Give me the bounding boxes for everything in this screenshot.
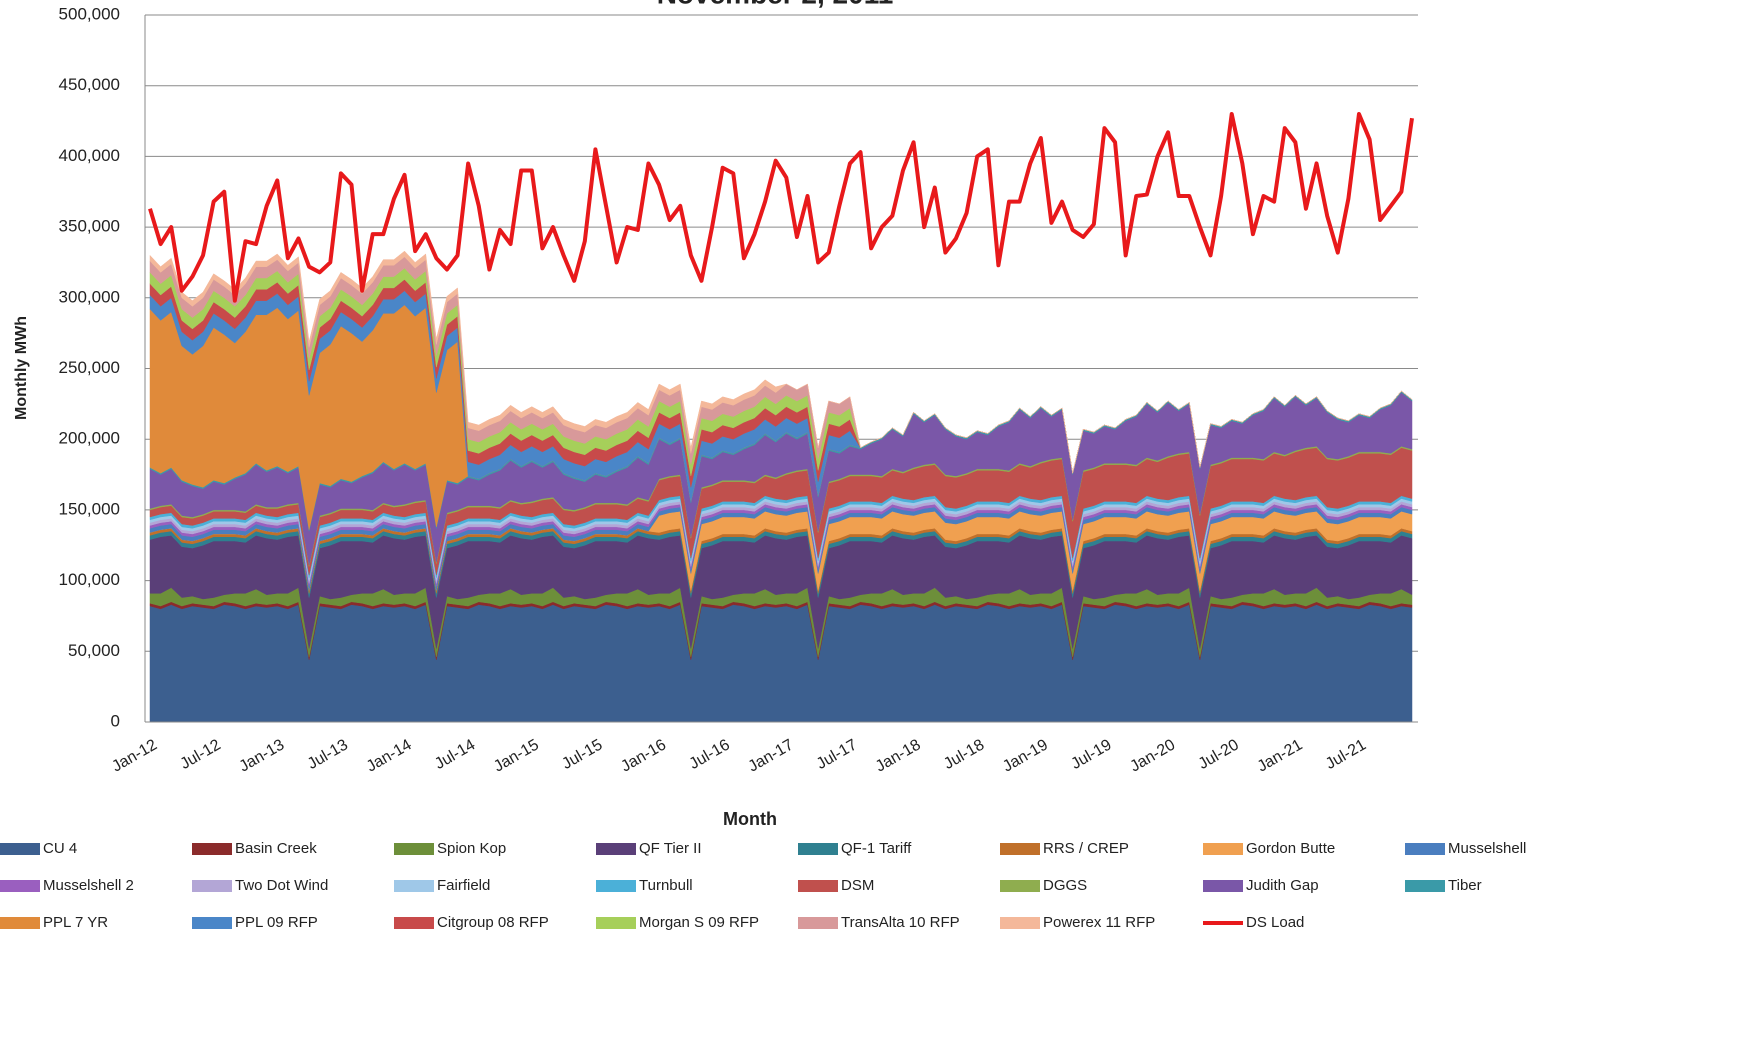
- y-tick-label: 350,000: [59, 217, 120, 236]
- legend-swatch: [394, 880, 434, 892]
- legend-label: DGGS: [1043, 877, 1087, 894]
- legend-label: Two Dot Wind: [235, 877, 328, 894]
- legend-label: QF Tier II: [639, 840, 702, 857]
- legend-swatch: [596, 917, 636, 929]
- legend-label: Basin Creek: [235, 840, 317, 857]
- legend-label: Morgan S 09 RFP: [639, 914, 759, 931]
- legend-swatch: [0, 880, 40, 892]
- legend-swatch: [0, 917, 40, 929]
- legend-swatch: [192, 843, 232, 855]
- legend-label: DS Load: [1246, 914, 1304, 931]
- legend-swatch: [0, 843, 40, 855]
- legend-swatch: [798, 880, 838, 892]
- y-tick-label: 450,000: [59, 75, 120, 94]
- legend-swatch: [596, 843, 636, 855]
- y-tick-label: 400,000: [59, 146, 120, 165]
- legend-swatch: [1000, 917, 1040, 929]
- legend-label: Judith Gap: [1246, 877, 1319, 894]
- legend-swatch: [798, 917, 838, 929]
- plot-area: [148, 111, 1414, 723]
- legend-swatch: [798, 843, 838, 855]
- legend-label: QF-1 Tariff: [841, 840, 912, 857]
- legend-label: Musselshell: [1448, 840, 1526, 857]
- line-series: [148, 111, 1414, 303]
- legend-swatch: [192, 880, 232, 892]
- legend-label: Gordon Butte: [1246, 840, 1335, 857]
- legend-label: Fairfield: [437, 877, 490, 894]
- legend-swatch: [1000, 880, 1040, 892]
- y-tick-label: 50,000: [68, 641, 120, 660]
- legend-swatch: [394, 843, 434, 855]
- legend-label: CU 4: [43, 840, 77, 857]
- legend-label: Powerex 11 RFP: [1043, 914, 1155, 931]
- legend-swatch: [1405, 843, 1445, 855]
- legend-label: TransAlta 10 RFP: [841, 914, 960, 931]
- legend-swatch: [1203, 880, 1243, 892]
- y-tick-label: 250,000: [59, 358, 120, 377]
- y-tick-label: 300,000: [59, 287, 120, 306]
- legend-swatch: [596, 880, 636, 892]
- y-tick-label: 500,000: [59, 4, 120, 23]
- legend-label: Citgroup 08 RFP: [437, 914, 549, 931]
- legend-swatch: [1203, 843, 1243, 855]
- legend-label: Tiber: [1448, 877, 1482, 894]
- y-axis-label: Monthly MWh: [13, 316, 30, 420]
- legend-label: Musselshell 2: [43, 877, 134, 894]
- y-tick-label: 0: [111, 711, 120, 730]
- legend-swatch: [192, 917, 232, 929]
- y-tick-label: 200,000: [59, 429, 120, 448]
- area-series: [149, 604, 1413, 723]
- legend-swatch: [1000, 843, 1040, 855]
- legend-label: Spion Kop: [437, 840, 506, 857]
- legend-label: PPL 7 YR: [43, 914, 108, 931]
- area-series: [149, 250, 1413, 474]
- y-tick-label: 100,000: [59, 570, 120, 589]
- legend-label: RRS / CREP: [1043, 840, 1129, 857]
- legend-swatch: [394, 917, 434, 929]
- legend: CU 4 Basin Creek Spion Kop QF Tier II QF-1 T…: [0, 840, 1526, 931]
- legend-swatch: [1405, 880, 1445, 892]
- chart-title: November 2, 2011: [657, 0, 894, 9]
- x-axis-label: Month: [723, 809, 777, 829]
- legend-label: DSM: [841, 877, 874, 894]
- legend-label: PPL 09 RFP: [235, 914, 318, 931]
- legend-label: Turnbull: [639, 877, 693, 894]
- y-tick-label: 150,000: [59, 499, 120, 518]
